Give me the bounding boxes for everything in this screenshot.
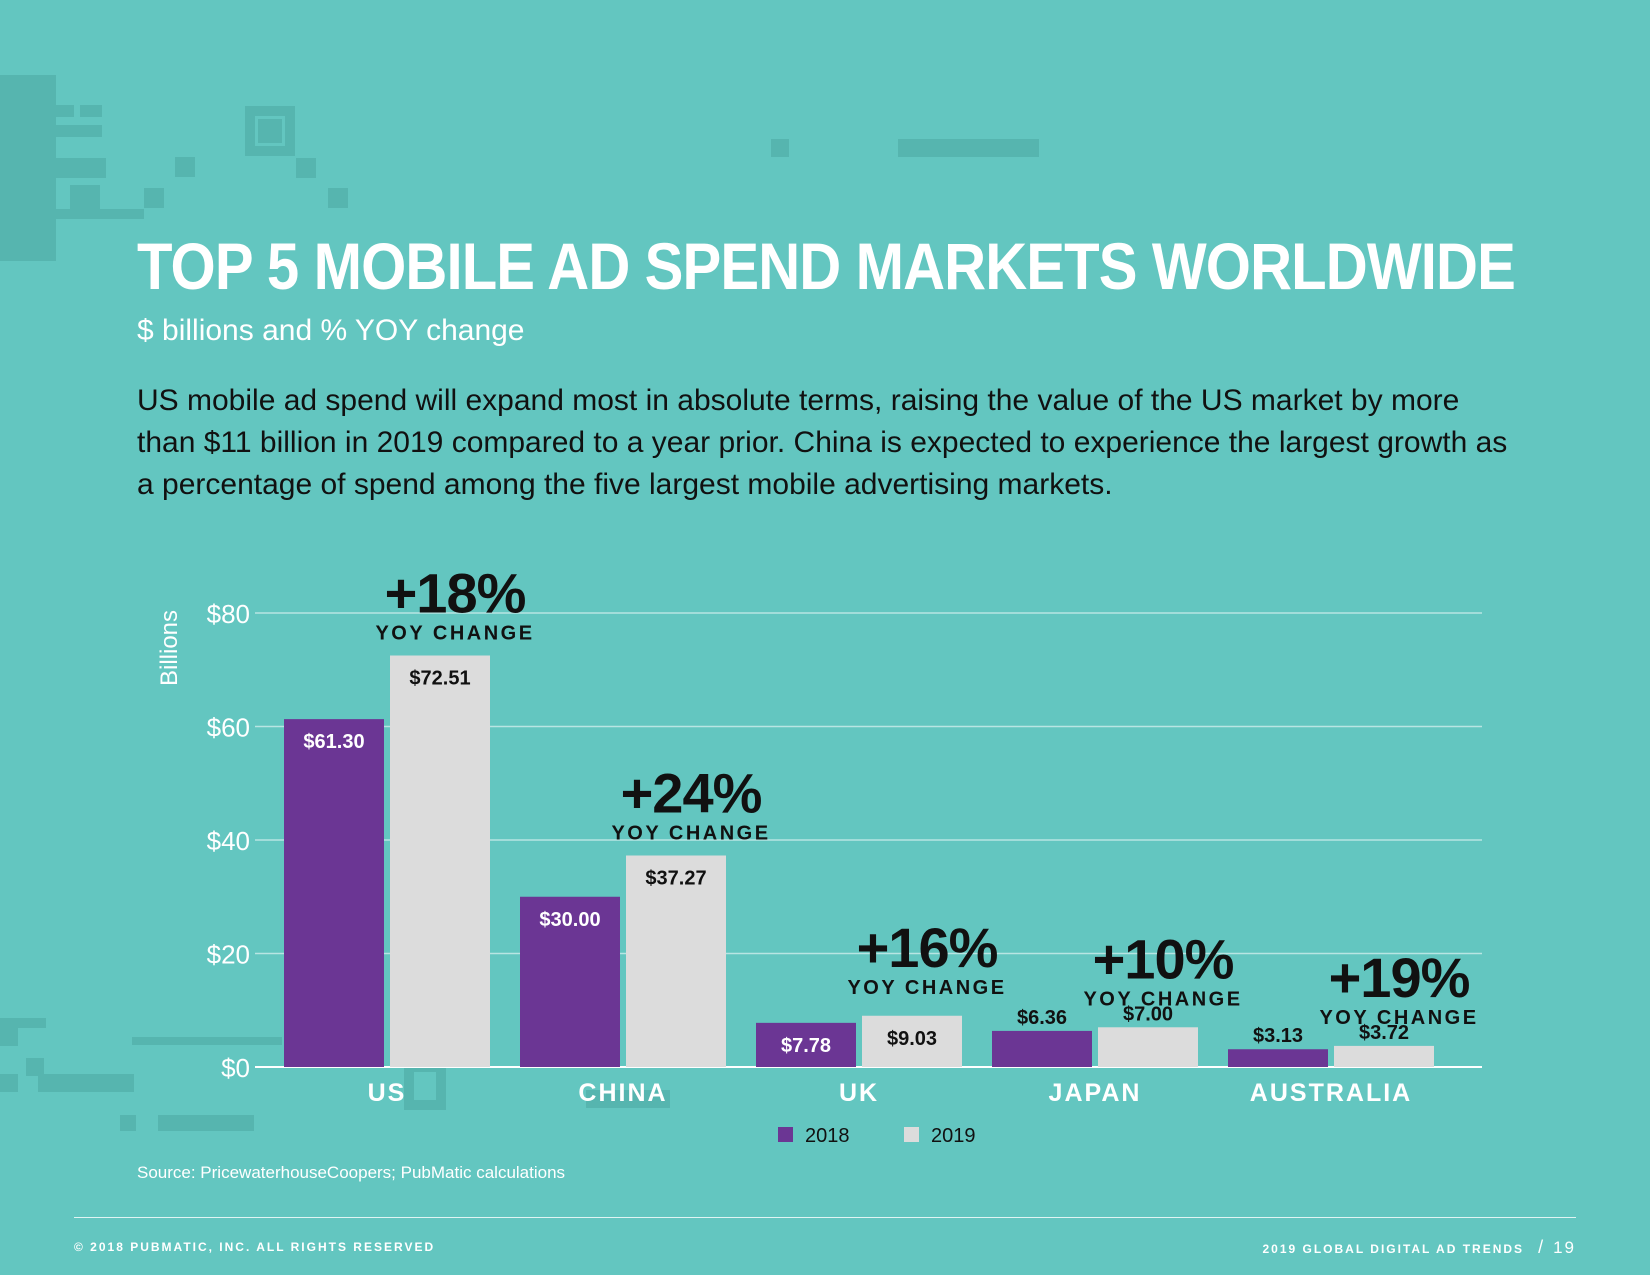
yoy-change-value: +19% xyxy=(1329,946,1470,1009)
y-axis: $0 $20 $40 $60 $80 Billions xyxy=(156,599,250,1083)
footer-report: 2019 GLOBAL DIGITAL AD TRENDS / 19 xyxy=(1262,1237,1576,1258)
data-label: $6.36 xyxy=(1017,1007,1067,1029)
x-tick-label: AUSTRALIA xyxy=(1250,1079,1412,1107)
page-number: 19 xyxy=(1553,1238,1576,1257)
decor-block xyxy=(0,1074,18,1092)
footer-report-title: 2019 GLOBAL DIGITAL AD TRENDS xyxy=(1262,1242,1525,1256)
decor-block xyxy=(38,1074,134,1092)
x-axis: US CHINA UK JAPAN AUSTRALIA xyxy=(368,1079,1412,1107)
y-tick-label: $20 xyxy=(207,940,250,970)
decor-square xyxy=(245,106,295,156)
decor-block xyxy=(144,188,164,208)
decor-block xyxy=(175,157,195,177)
decor-block xyxy=(328,188,348,208)
decor-block xyxy=(56,158,106,178)
bar-2019 xyxy=(390,655,490,1067)
decor-block xyxy=(586,1090,670,1108)
data-label: $7.00 xyxy=(1123,1003,1173,1025)
footer-copyright: © 2018 PUBMATIC, INC. ALL RIGHTS RESERVE… xyxy=(74,1240,436,1254)
y-axis-label: Billions xyxy=(156,610,183,686)
decor-block xyxy=(56,125,102,137)
data-label: $9.03 xyxy=(887,1028,937,1050)
data-label: $7.78 xyxy=(781,1035,831,1057)
yoy-label: YOY CHANGE xyxy=(611,822,770,844)
data-label: $30.00 xyxy=(539,909,600,931)
bar-2018 xyxy=(1228,1049,1328,1067)
data-label: $3.13 xyxy=(1253,1025,1303,1047)
y-tick-label: $40 xyxy=(207,826,250,856)
decor-block xyxy=(898,139,1039,157)
page-title: TOP 5 MOBILE AD SPEND MARKETS WORLDWIDE xyxy=(137,229,1516,303)
decor-block xyxy=(258,119,282,143)
yoy-change-value: +18% xyxy=(385,562,526,625)
decor-block xyxy=(56,209,144,219)
decor-block xyxy=(80,105,102,117)
bar-2018 xyxy=(992,1030,1092,1067)
decor-block xyxy=(70,185,100,210)
chart-bars xyxy=(284,655,1434,1067)
legend-label: 2019 xyxy=(931,1125,976,1147)
y-tick-label: $60 xyxy=(207,713,250,743)
footer-divider xyxy=(74,1217,1576,1218)
y-tick-label: $80 xyxy=(207,599,250,629)
bar-2019 xyxy=(862,1015,962,1067)
legend-swatch-2018 xyxy=(778,1127,793,1142)
decor-block xyxy=(120,1115,136,1131)
data-label: $61.30 xyxy=(303,731,364,753)
decor-block xyxy=(296,158,316,178)
page-subtitle: $ billions and % YOY change xyxy=(137,314,525,347)
yoy-change-value: +10% xyxy=(1093,927,1234,990)
legend-label: 2018 xyxy=(805,1125,850,1147)
x-tick-label: US xyxy=(368,1079,407,1107)
data-label: $72.51 xyxy=(409,668,470,690)
bar-2018 xyxy=(520,896,620,1067)
yoy-label: YOY CHANGE xyxy=(375,623,534,645)
data-label: $37.27 xyxy=(645,867,706,889)
yoy-label: YOY CHANGE xyxy=(847,977,1006,999)
decor-block xyxy=(158,1115,254,1131)
decor-block xyxy=(132,1037,282,1045)
yoy-change-value: +16% xyxy=(857,916,998,979)
x-tick-label: JAPAN xyxy=(1049,1079,1142,1107)
chart-legend: 2018 2019 xyxy=(778,1125,976,1147)
decor-block xyxy=(26,1058,44,1076)
bar-2019 xyxy=(1098,1027,1198,1067)
data-label: $3.72 xyxy=(1359,1022,1409,1044)
x-tick-label: CHINA xyxy=(578,1079,667,1107)
bar-2018 xyxy=(756,1022,856,1067)
footer-separator: / xyxy=(1538,1237,1546,1257)
yoy-label: YOY CHANGE xyxy=(1083,988,1242,1010)
body-paragraph: US mobile ad spend will expand most in a… xyxy=(137,384,1508,501)
x-tick-label: UK xyxy=(839,1079,879,1107)
decor-block xyxy=(771,139,789,157)
yoy-change-value: +24% xyxy=(621,761,762,824)
yoy-label: YOY CHANGE xyxy=(1319,1007,1478,1029)
bar-2018 xyxy=(284,719,384,1067)
decor-block xyxy=(0,75,56,261)
bar-2019 xyxy=(626,855,726,1067)
decor-block xyxy=(56,105,74,117)
decor-block xyxy=(0,1028,18,1046)
decor-block xyxy=(0,1018,46,1028)
legend-swatch-2019 xyxy=(904,1127,919,1142)
bar-2019 xyxy=(1334,1045,1434,1067)
source-note: Source: PricewaterhouseCoopers; PubMatic… xyxy=(137,1163,566,1182)
y-tick-label: $0 xyxy=(221,1053,250,1083)
